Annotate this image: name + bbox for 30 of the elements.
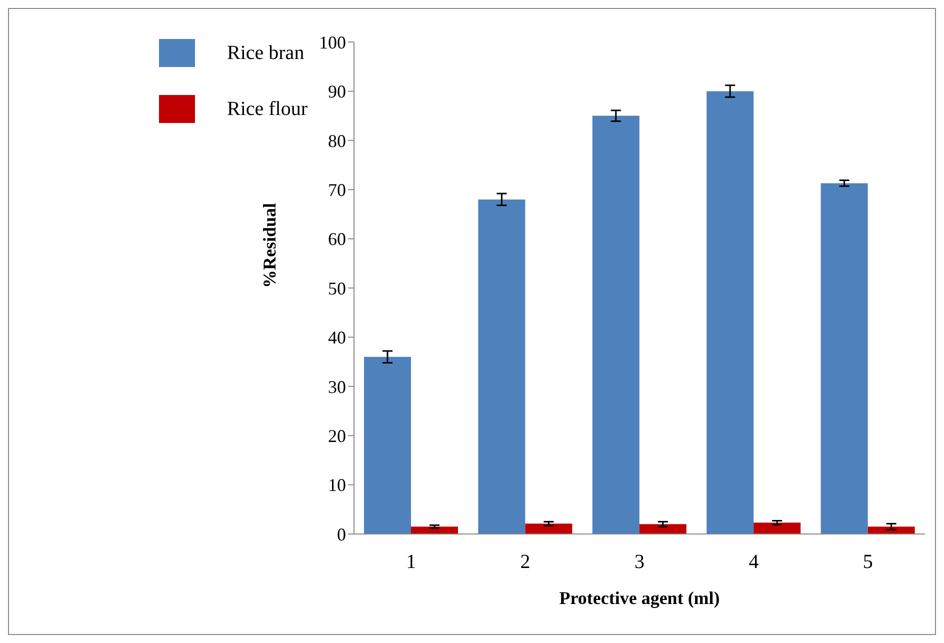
x-axis-title: Protective agent (ml) [559,588,720,608]
bar [639,524,686,534]
bar [411,526,458,534]
bar [706,91,754,534]
x-tick-label: 2 [520,551,530,574]
y-tick-label: 30 [328,376,346,397]
y-tick-label: 100 [319,32,346,52]
y-tick-label: 70 [328,180,346,200]
x-tick-label: 5 [862,551,873,574]
y-tick-label: 50 [328,278,346,298]
x-tick-label: 4 [748,551,759,574]
bar [525,524,572,534]
y-tick-label: 40 [328,328,346,348]
bar [592,116,640,534]
legend-label: Rice flour [227,98,308,120]
y-tick-label: 80 [328,130,346,151]
y-tick-label: 90 [328,82,346,102]
y-tick-label: 20 [328,426,346,446]
y-tick-label: 60 [328,229,346,250]
bar [478,199,526,534]
bar [364,356,411,534]
x-tick-label: 3 [634,551,644,574]
bar [868,526,915,534]
bar [820,183,868,534]
y-tick-label: 0 [337,524,346,544]
x-tick-label: 1 [406,551,416,574]
y-axis-title: %Residual [259,202,280,288]
y-tick-label: 10 [328,475,346,496]
bar [754,522,801,534]
legend-label: Rice bran [227,42,304,64]
